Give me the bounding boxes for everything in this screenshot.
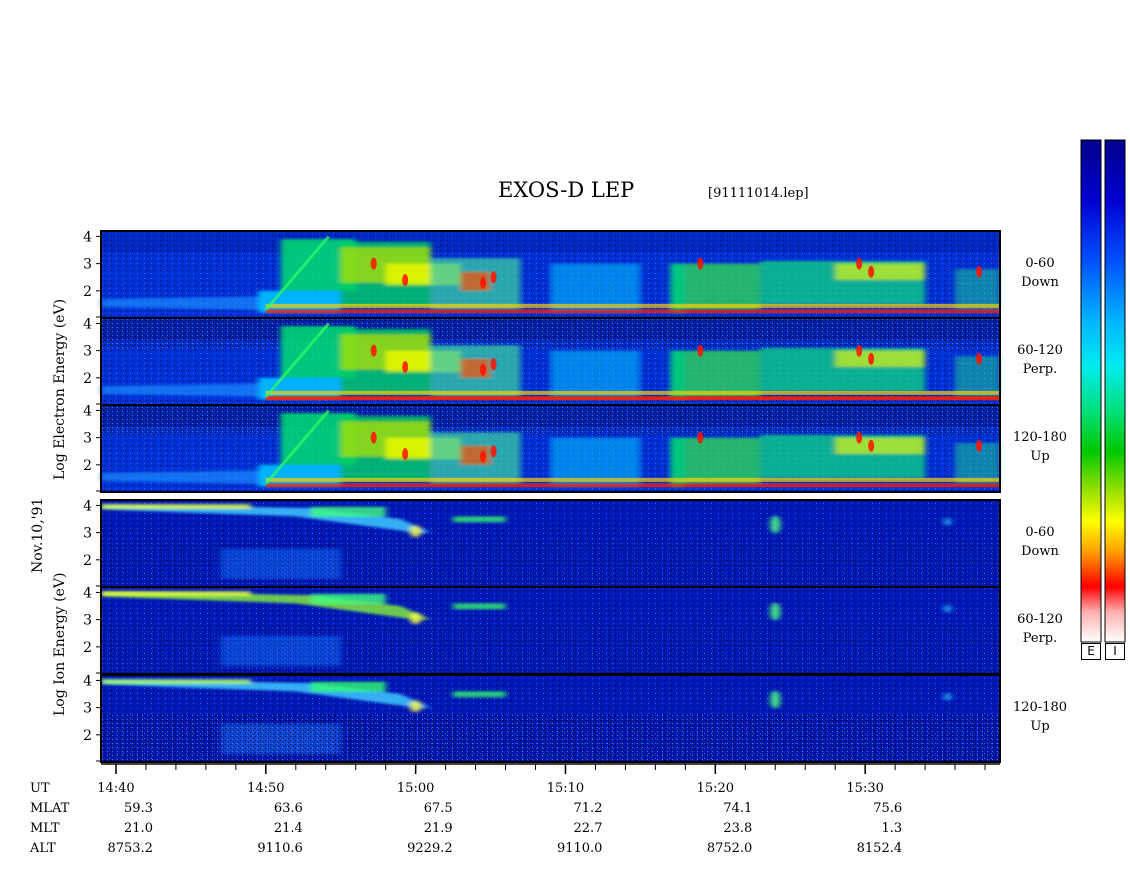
y-tick-label: 4: [83, 316, 92, 332]
pitch-angle-range: 60-120: [1017, 343, 1063, 358]
ephemeris-cell: 21.9: [423, 821, 453, 836]
ephemeris-cell: 8152.4: [856, 841, 903, 856]
pitch-angle-range: 120-180: [1012, 700, 1068, 715]
pitch-direction: Up: [1030, 719, 1050, 734]
y-tick-label: 3: [83, 344, 92, 360]
panel-5: [100, 586, 1001, 675]
ephemeris-cell: 8752.0: [706, 841, 753, 856]
y-tick-label: 2: [83, 640, 92, 656]
pitch-angle-range: 0-60: [1025, 256, 1055, 271]
colorbar-ion: [1104, 139, 1126, 643]
colorbar-electron: [1080, 139, 1102, 643]
pitch-direction: Perp.: [1022, 362, 1058, 377]
pitch-direction: Down: [1021, 275, 1059, 290]
colorbar-electron-caption: E: [1081, 643, 1101, 660]
ephemeris-cell: 15:30: [846, 781, 884, 796]
ion-ylabel: Log Ion Energy (eV): [52, 572, 68, 716]
ephemeris-cell: 23.8: [723, 821, 753, 836]
panel-4: [100, 499, 1001, 588]
pitch-direction: Down: [1021, 544, 1059, 559]
y-tick-label: 3: [83, 613, 92, 629]
file-name: [91111014.lep]: [708, 186, 809, 201]
y-tick-label: 2: [83, 371, 92, 387]
panel-label-1: 0-60 Down: [1000, 254, 1080, 292]
pitch-angle-range: 60-120: [1017, 612, 1063, 627]
panel-label-4: 0-60 Down: [1000, 523, 1080, 561]
ephemeris-cell: 21.0: [124, 821, 153, 836]
ephemeris-row-label: ALT: [30, 841, 56, 856]
ephemeris-row-label: UT: [30, 781, 50, 796]
y-tick-label: 4: [83, 229, 92, 245]
y-tick-label: 2: [83, 284, 92, 300]
y-tick-label: 3: [83, 526, 92, 542]
ephemeris-cell: 15:20: [696, 781, 735, 796]
ephemeris-cell: 21.4: [273, 821, 303, 836]
pitch-angle-range: 120-180: [1012, 430, 1068, 445]
ephemeris-cell: 59.3: [124, 801, 153, 816]
panel-2: [100, 317, 1001, 406]
y-tick-label: 3: [83, 701, 92, 717]
ephemeris-cell: 15:00: [396, 781, 435, 796]
chart-title: EXOS-D LEP: [498, 178, 635, 202]
y-tick-label: 4: [83, 673, 92, 689]
y-tick-label: 4: [83, 498, 92, 514]
panel-label-5: 60-120 Perp.: [1000, 610, 1080, 648]
ephemeris-row-label: MLAT: [30, 801, 70, 816]
y-tick-label: 3: [83, 257, 92, 273]
y-tick-label: 4: [83, 403, 92, 419]
colorbar-ion-caption: I: [1105, 643, 1125, 660]
pitch-direction: Up: [1030, 449, 1050, 464]
ephemeris-cell: 14:40: [97, 781, 135, 796]
panel-6: [100, 674, 1001, 763]
y-tick-label: 2: [83, 458, 92, 474]
pitch-angle-range: 0-60: [1025, 525, 1055, 540]
ephemeris-cell: 9110.6: [257, 841, 303, 856]
ephemeris-cell: 75.6: [873, 801, 903, 816]
ephemeris-cell: 71.2: [573, 801, 603, 816]
ephemeris-cell: 9229.2: [407, 841, 453, 856]
ephemeris-cell: 67.5: [423, 801, 453, 816]
panel-label-2: 60-120 Perp.: [1000, 341, 1080, 379]
electron-ylabel: Log Electron Energy (eV): [52, 298, 68, 480]
ephemeris-cell: 1.3: [881, 821, 903, 836]
ephemeris-cell: 63.6: [273, 801, 303, 816]
ephemeris-cell: 74.1: [723, 801, 753, 816]
y-tick-label: 2: [83, 728, 92, 744]
y-tick-label: 4: [83, 585, 92, 601]
y-tick-label: 3: [83, 431, 92, 447]
panel-label-3: 120-180 Up: [1000, 428, 1080, 466]
ephemeris-cell: 14:50: [247, 781, 285, 796]
panel-label-6: 120-180 Up: [1000, 698, 1080, 736]
panel-3: [100, 404, 1001, 493]
ephemeris-cell: 9110.0: [556, 841, 603, 856]
ephemeris-cell: 15:10: [546, 781, 585, 796]
panel-1: [100, 230, 1001, 319]
ephemeris-row-label: MLT: [30, 821, 60, 836]
pitch-direction: Perp.: [1022, 631, 1058, 646]
ephemeris-cell: 8753.2: [107, 841, 153, 856]
date-label: Nov.10,'91: [30, 497, 46, 573]
ephemeris-cell: 22.7: [573, 821, 603, 836]
y-tick-label: 2: [83, 553, 92, 569]
